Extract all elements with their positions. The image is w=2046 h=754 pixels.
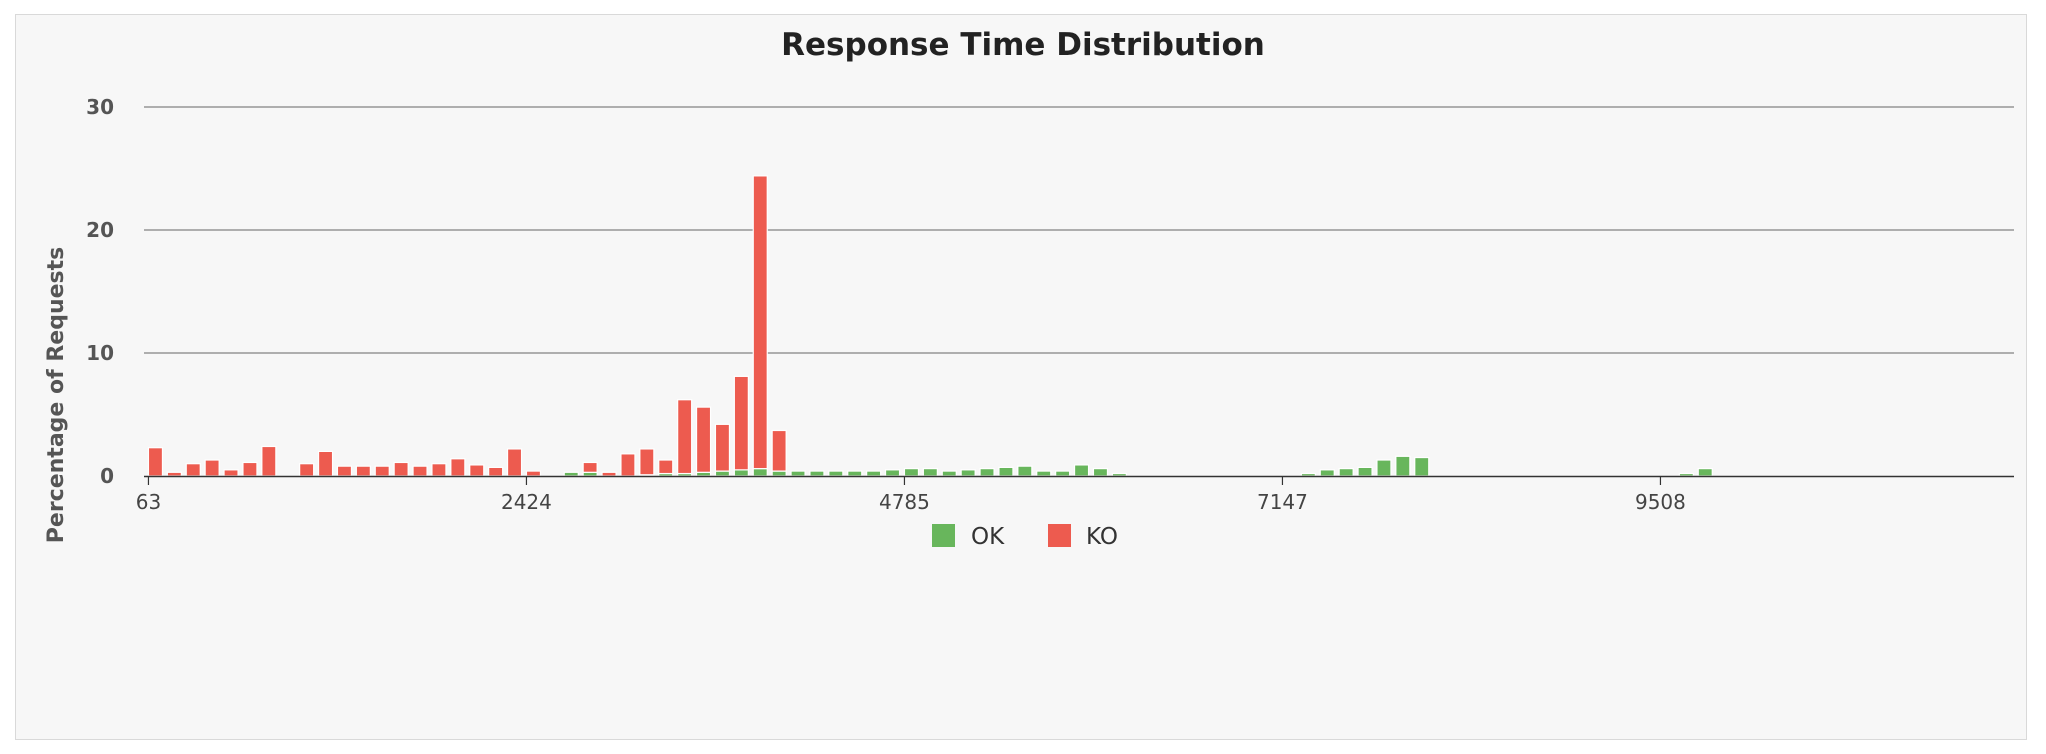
bar-ko-24: [601, 471, 617, 477]
bar-ok-22: [563, 471, 579, 477]
y-tick-label-20: 20: [86, 218, 114, 242]
bar-ok-32: [752, 468, 768, 477]
x-tick-label-4785: 4785: [879, 490, 930, 514]
bar-ko-9: [317, 450, 334, 477]
bar-ko-10: [336, 465, 353, 477]
bar-ok-39: [884, 469, 901, 477]
bar-ok-63: [1338, 468, 1354, 477]
bar-ko-6: [261, 445, 277, 477]
x-tick-label-2424: 2424: [501, 490, 552, 514]
bar-ok-36: [828, 470, 844, 477]
legend-swatch-ok: [932, 524, 955, 547]
bar-ok-42: [941, 470, 957, 477]
bar-ko-14: [412, 465, 428, 477]
bar-ko-8: [299, 463, 315, 477]
legend-item-ok[interactable]: OK: [932, 524, 1005, 550]
legend-item-ko[interactable]: KO: [1048, 524, 1118, 550]
bar-ko-1: [166, 471, 182, 477]
legend-label-ok: OK: [971, 524, 1005, 550]
bar-ko-11: [355, 465, 371, 477]
bar-ok-30: [714, 470, 731, 477]
bar-ok-67: [1414, 456, 1430, 477]
bar-ok-66: [1395, 455, 1411, 477]
bar-ko-23: [582, 461, 598, 473]
y-tick-label-0: 0: [100, 464, 114, 488]
y-axis-label: Percentage of Requests: [44, 247, 69, 543]
x-tick-label-63: 63: [136, 490, 161, 514]
x-tick-label-7147: 7147: [1257, 490, 1308, 514]
x-tick-label-9508: 9508: [1635, 490, 1686, 514]
bar-ko-25: [620, 453, 636, 477]
bar-ko-20: [525, 470, 542, 477]
bar-layer: [147, 175, 1713, 477]
bar-ok-51: [1111, 472, 1127, 477]
bar-ok-62: [1319, 469, 1335, 477]
bar-ko-32: [752, 175, 768, 470]
bar-ko-17: [469, 464, 485, 477]
legend-label-ko: KO: [1086, 524, 1118, 550]
bar-ok-37: [847, 470, 863, 477]
bar-ko-12: [374, 465, 390, 477]
bar-ok-65: [1376, 459, 1392, 477]
bar-ko-19: [506, 448, 523, 477]
grid-layer: [144, 106, 2014, 354]
legend-swatch-ko: [1048, 524, 1071, 547]
bar-ko-33: [771, 429, 787, 472]
bar-ko-0: [147, 447, 164, 477]
chart-svg: Response Time Distribution Percentage of…: [44, 27, 2014, 550]
bar-ko-26: [639, 448, 655, 476]
axis-layer: 0 10 20 30 63 2424 4785 7147 9508: [86, 95, 2014, 514]
bar-ko-16: [450, 458, 466, 477]
bar-ok-49: [1073, 464, 1090, 477]
bar-ok-50: [1092, 468, 1109, 477]
chart-panel: Response Time Distribution Percentage of…: [15, 14, 2027, 740]
y-tick-label-30: 30: [86, 95, 114, 119]
bar-ok-43: [960, 469, 976, 477]
bar-ko-27: [658, 459, 674, 475]
bar-ko-4: [223, 469, 239, 477]
bar-ok-81: [1678, 472, 1694, 477]
bar-ok-35: [809, 470, 825, 477]
bar-ko-5: [242, 461, 258, 477]
legend: OK KO: [932, 524, 1118, 550]
bar-ok-47: [1036, 470, 1052, 477]
bar-ok-44: [979, 468, 995, 477]
bar-ok-45: [998, 466, 1014, 477]
bar-ok-41: [922, 468, 938, 477]
bar-ko-2: [185, 463, 201, 477]
bar-ok-46: [1017, 465, 1033, 477]
bar-ok-64: [1357, 466, 1373, 477]
bar-ok-31: [733, 469, 749, 477]
y-tick-label-10: 10: [86, 341, 114, 365]
bar-ok-34: [790, 470, 806, 477]
bar-ko-29: [695, 406, 712, 473]
bar-ko-30: [714, 423, 731, 472]
bar-ko-31: [733, 375, 749, 471]
bar-ok-48: [1055, 470, 1071, 477]
bar-ok-40: [903, 468, 920, 477]
bar-ko-3: [204, 459, 220, 477]
bar-ko-15: [431, 463, 447, 477]
bar-ok-82: [1697, 468, 1713, 477]
bar-ko-28: [677, 399, 693, 475]
bar-ok-61: [1300, 472, 1316, 477]
bar-ok-33: [771, 470, 787, 477]
chart-title: Response Time Distribution: [781, 27, 1265, 63]
bar-ko-13: [393, 461, 409, 477]
bar-ok-38: [866, 470, 882, 477]
bar-ko-18: [488, 466, 504, 477]
